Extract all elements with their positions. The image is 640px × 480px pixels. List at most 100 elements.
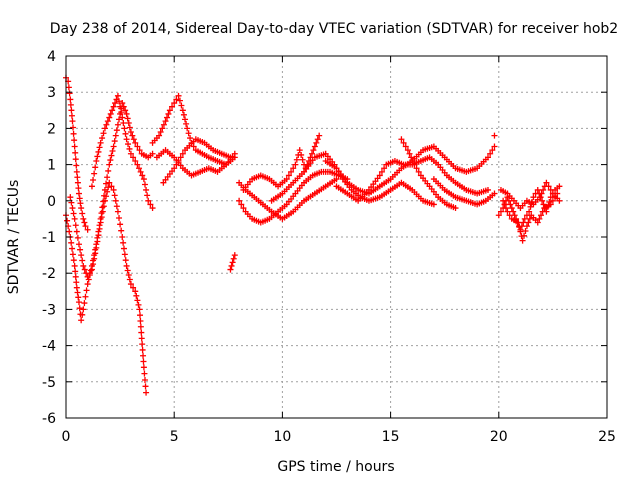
data-point-marker	[72, 149, 79, 156]
data-point-marker	[516, 224, 523, 231]
data-point-marker	[65, 84, 72, 91]
data-point-marker	[230, 255, 237, 262]
data-point-marker	[95, 232, 102, 239]
data-point-marker	[135, 301, 142, 308]
data-point-marker	[112, 197, 119, 204]
data-point-marker	[70, 130, 77, 137]
data-point-marker	[504, 208, 511, 215]
data-point-marker	[67, 101, 74, 108]
data-point-marker	[169, 103, 176, 110]
data-point-marker	[74, 179, 81, 186]
data-point-marker	[74, 174, 81, 181]
data-point-marker	[124, 115, 131, 122]
data-point-marker	[125, 272, 132, 279]
data-point-marker	[538, 190, 545, 197]
data-point-marker	[136, 147, 143, 154]
data-point-marker	[126, 276, 133, 283]
data-point-marker	[549, 197, 556, 204]
data-point-marker	[94, 238, 101, 245]
data-point-marker	[526, 208, 533, 215]
data-point-marker	[110, 143, 117, 150]
y-axis-label: SDTVAR / TECUs	[6, 180, 22, 295]
data-point-marker	[119, 114, 126, 121]
data-point-marker	[130, 136, 137, 143]
data-point-marker	[109, 107, 116, 114]
data-point-marker	[70, 257, 77, 264]
data-point-marker	[107, 110, 114, 117]
data-point-marker	[82, 293, 89, 300]
data-point-marker	[75, 241, 82, 248]
data-point-marker	[147, 201, 154, 208]
series-track-h	[227, 252, 238, 273]
y-tick-label: -3	[42, 302, 56, 318]
data-point-marker	[99, 135, 106, 142]
data-point-marker	[288, 168, 295, 175]
data-point-marker	[503, 205, 510, 212]
data-point-marker	[166, 107, 173, 114]
data-point-marker	[94, 153, 101, 160]
series-track-m	[301, 150, 437, 208]
data-point-marker	[536, 194, 543, 201]
data-point-marker	[134, 297, 141, 304]
data-point-marker	[139, 172, 146, 179]
data-point-marker	[106, 161, 113, 168]
data-point-marker	[84, 226, 91, 233]
data-point-marker	[72, 268, 79, 275]
data-point-marker	[96, 144, 103, 151]
data-point-marker	[111, 192, 118, 199]
data-point-marker	[79, 311, 86, 318]
data-point-marker	[491, 143, 498, 150]
data-point-marker	[143, 389, 150, 396]
data-point-marker	[160, 121, 167, 128]
data-point-marker	[78, 205, 85, 212]
data-points	[63, 74, 563, 396]
data-point-marker	[74, 289, 81, 296]
data-point-marker	[333, 176, 340, 183]
data-point-marker	[543, 179, 550, 186]
data-point-marker	[121, 125, 128, 132]
data-point-marker	[81, 300, 88, 307]
data-point-marker	[87, 267, 94, 274]
data-point-marker	[82, 223, 89, 230]
data-point-marker	[179, 107, 186, 114]
data-point-marker	[491, 190, 498, 197]
data-point-marker	[293, 156, 300, 163]
data-point-marker	[408, 154, 415, 161]
data-point-marker	[76, 305, 83, 312]
data-point-marker	[103, 193, 110, 200]
y-tick-label: -2	[42, 266, 56, 282]
data-point-marker	[497, 208, 504, 215]
data-point-marker	[227, 266, 234, 273]
data-point-marker	[73, 284, 80, 291]
data-point-marker	[547, 186, 554, 193]
data-point-marker	[534, 186, 541, 193]
data-point-marker	[149, 205, 156, 212]
data-point-marker	[413, 165, 420, 172]
y-tick-label: -4	[42, 339, 56, 355]
data-point-marker	[138, 329, 145, 336]
data-point-marker	[74, 234, 81, 241]
data-point-marker	[126, 124, 133, 131]
data-point-marker	[283, 176, 290, 183]
data-point-marker	[67, 194, 74, 201]
data-point-marker	[75, 190, 82, 197]
data-point-marker	[79, 257, 86, 264]
data-point-marker	[136, 306, 143, 313]
data-point-marker	[240, 205, 247, 212]
data-point-marker	[484, 154, 491, 161]
data-point-marker	[290, 165, 297, 172]
data-point-marker	[105, 167, 112, 174]
data-point-marker	[180, 111, 187, 118]
series-track-f	[153, 147, 238, 179]
data-point-marker	[487, 150, 494, 157]
data-point-marker	[83, 287, 90, 294]
data-point-marker	[122, 107, 129, 114]
data-point-marker	[117, 103, 124, 110]
x-tick-label: 0	[62, 429, 71, 445]
data-point-marker	[508, 205, 515, 212]
data-point-marker	[178, 102, 185, 109]
data-point-marker	[526, 215, 533, 222]
data-point-marker	[144, 192, 151, 199]
y-tick-label: 2	[47, 121, 56, 137]
data-point-marker	[137, 317, 144, 324]
